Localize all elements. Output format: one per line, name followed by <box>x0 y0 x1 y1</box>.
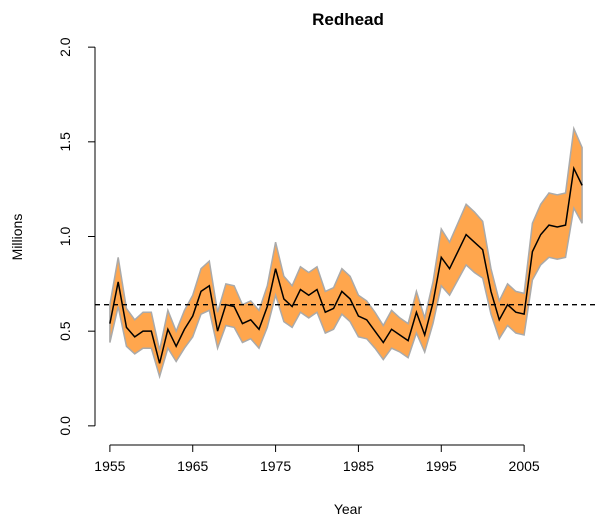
x-tick-label: 1985 <box>343 458 374 474</box>
x-axis-label: Year <box>334 501 363 517</box>
x-tick-label: 1955 <box>94 458 125 474</box>
x-tick-label: 1975 <box>260 458 291 474</box>
confidence-band <box>109 125 583 380</box>
y-tick-label: 2.0 <box>57 37 73 57</box>
y-axis-label: Millions <box>9 214 25 261</box>
y-tick-label: 0.5 <box>57 321 73 341</box>
y-tick-label: 0.0 <box>57 416 73 436</box>
y-tick-label: 1.5 <box>57 132 73 152</box>
estimate-line <box>109 165 583 364</box>
x-tick-label: 1965 <box>177 458 208 474</box>
x-tick-label: 2005 <box>509 458 540 474</box>
y-tick-label: 1.0 <box>57 227 73 247</box>
x-tick-label: 1995 <box>426 458 457 474</box>
chart-title: Redhead <box>312 10 384 29</box>
